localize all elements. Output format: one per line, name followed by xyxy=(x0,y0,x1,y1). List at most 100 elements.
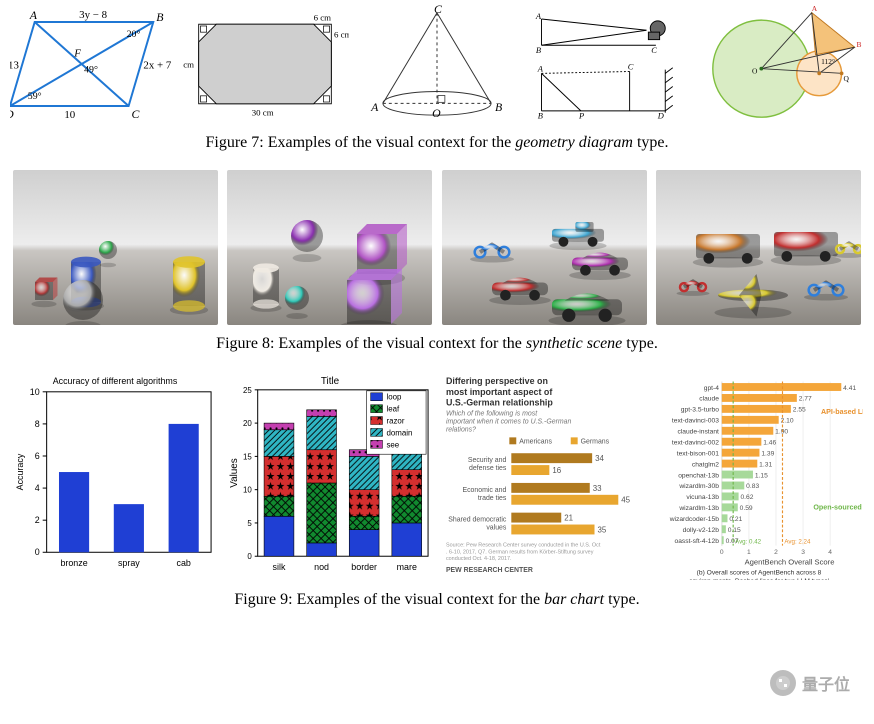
svg-text:B: B xyxy=(535,45,540,55)
fig8-cap-em: synthetic scene xyxy=(526,335,622,352)
svg-text:4: 4 xyxy=(35,483,40,493)
svg-text:4.41: 4.41 xyxy=(843,385,856,392)
figure-7-caption: Figure 7: Examples of the visual context… xyxy=(0,134,874,152)
svg-text:Avg: 0.42: Avg: 0.42 xyxy=(735,539,762,546)
svg-text:defense ties: defense ties xyxy=(469,465,507,472)
svg-text:15: 15 xyxy=(243,452,252,461)
svg-text:D: D xyxy=(656,110,663,120)
svg-text:P: P xyxy=(578,110,584,120)
svg-text:PEW RESEARCH CENTER: PEW RESEARCH CENTER xyxy=(446,567,533,574)
geom-cutcorners-rect: 6 cm 6 cm 20 cm 30 cm xyxy=(181,4,349,124)
svg-text:B: B xyxy=(857,40,862,49)
svg-text:2.77: 2.77 xyxy=(799,396,812,403)
figure-9-caption: Figure 9: Examples of the visual context… xyxy=(0,591,874,609)
svg-text:Differing perspective on: Differing perspective on xyxy=(446,376,548,386)
geom-projection: A B C A B P C D xyxy=(525,4,693,124)
svg-text:chatglm2: chatglm2 xyxy=(692,461,719,468)
vertex-d: D xyxy=(10,107,14,121)
svg-text:1.46: 1.46 xyxy=(763,439,776,446)
synthetic-scene-4 xyxy=(656,170,861,325)
svg-text:see: see xyxy=(386,440,399,449)
svg-text:1.15: 1.15 xyxy=(755,472,768,479)
svg-text:Economic and: Economic and xyxy=(463,487,507,494)
barchart-pew: Differing perspective on most important … xyxy=(440,371,648,581)
svg-text:21: 21 xyxy=(564,514,573,523)
svg-text:dolly-v2-12b: dolly-v2-12b xyxy=(682,527,719,534)
svg-text:4: 4 xyxy=(828,549,832,556)
edge-cd: 10 xyxy=(64,109,75,121)
svg-text:25: 25 xyxy=(243,386,252,395)
figure-7-row: A B C D F 3y − 8 2x + 7 10 13 20° 49° 59… xyxy=(0,4,874,124)
svg-text:1: 1 xyxy=(747,549,751,556)
vertex-c: C xyxy=(131,107,140,121)
svg-text:API-based LLMs: API-based LLMs xyxy=(821,408,863,416)
svg-text:text-davinci-002: text-davinci-002 xyxy=(672,439,719,446)
svg-text:Avg: 2.24: Avg: 2.24 xyxy=(784,539,811,546)
figure-9-row: Accuracy of different algorithms Accuracy… xyxy=(0,371,874,581)
vertex-a: A xyxy=(29,8,38,22)
figure-8-row xyxy=(0,170,874,325)
svg-text:C: C xyxy=(651,45,657,55)
svg-text:gpt-4: gpt-4 xyxy=(704,385,719,392)
synthetic-scene-1 xyxy=(13,170,218,325)
svg-text:mare: mare xyxy=(396,562,416,572)
svg-text:5: 5 xyxy=(247,519,252,528)
svg-text:claude: claude xyxy=(699,396,719,403)
svg-text:0: 0 xyxy=(35,547,40,557)
svg-text:wizardlm-13b: wizardlm-13b xyxy=(678,505,719,512)
vertex-b: B xyxy=(156,10,163,24)
svg-text:3: 3 xyxy=(801,549,805,556)
fig9-cap-em: bar chart xyxy=(544,591,604,608)
svg-text:A: A xyxy=(534,11,541,21)
svg-text:wizardcoder-15b: wizardcoder-15b xyxy=(668,516,719,523)
dim-bottom: 30 cm xyxy=(252,107,274,117)
svg-text:45: 45 xyxy=(622,496,631,505)
svg-text:10: 10 xyxy=(243,486,252,495)
svg-text:. 6-10, 2017, Q7. German resul: . 6-10, 2017, Q7. German results from Kö… xyxy=(446,549,594,555)
svg-text:33: 33 xyxy=(593,484,602,493)
svg-text:Open-sourced LLMs: Open-sourced LLMs xyxy=(813,503,863,511)
svg-text:0.15: 0.15 xyxy=(728,527,741,534)
svg-text:A: A xyxy=(812,5,818,13)
svg-text:Accuracy: Accuracy xyxy=(15,453,25,490)
barchart-stacked: TitleValues0510152025silknodbordermarelo… xyxy=(226,371,434,581)
figure-8-caption: Figure 8: Examples of the visual context… xyxy=(0,335,874,353)
svg-text:razor: razor xyxy=(386,417,404,426)
svg-text:Accuracy of different algorith: Accuracy of different algorithms xyxy=(53,376,178,386)
svg-text:vicuna-13b: vicuna-13b xyxy=(686,494,719,501)
svg-text:leaf: leaf xyxy=(386,405,400,414)
fig7-cap-suf: type. xyxy=(633,134,669,151)
svg-text:C: C xyxy=(627,62,633,72)
vertex-c: C xyxy=(434,5,442,16)
angle-112: 112° xyxy=(821,57,835,66)
svg-text:loop: loop xyxy=(386,393,402,402)
svg-text:35: 35 xyxy=(598,525,607,534)
watermark-text: 量子位 xyxy=(802,671,850,695)
svg-text:2.55: 2.55 xyxy=(793,407,806,414)
svg-text:1.31: 1.31 xyxy=(759,461,772,468)
svg-text:domain: domain xyxy=(386,428,412,437)
svg-text:important when it comes to U.S: important when it comes to U.S.-German xyxy=(446,419,572,426)
watermark-icon xyxy=(770,670,796,696)
center-f: F xyxy=(73,48,81,60)
svg-text:Source: Pew Research Center su: Source: Pew Research Center survey condu… xyxy=(446,542,601,548)
svg-text:AgentBench Overall Score: AgentBench Overall Score xyxy=(744,558,834,567)
vertex-a: A xyxy=(370,100,379,114)
watermark: 量子位 xyxy=(770,670,850,696)
edge-ab: 3y − 8 xyxy=(79,9,107,21)
svg-text:most important aspect of: most important aspect of xyxy=(446,387,552,397)
svg-text:Shared democratic: Shared democratic xyxy=(449,517,508,524)
fig8-cap-pre: Figure 8: Examples of the visual context… xyxy=(216,335,526,352)
dim-top: 6 cm xyxy=(314,13,332,23)
dim-left: 20 cm xyxy=(181,60,194,70)
svg-text:1.90: 1.90 xyxy=(775,429,788,436)
synthetic-scene-2 xyxy=(227,170,432,325)
svg-text:border: border xyxy=(351,562,377,572)
svg-text:Germans: Germans xyxy=(581,438,610,445)
svg-text:B: B xyxy=(537,110,542,120)
geom-parallelogram: A B C D F 3y − 8 2x + 7 10 13 20° 49° 59… xyxy=(10,4,178,124)
svg-text:34: 34 xyxy=(595,454,604,463)
svg-text:openchat-13b: openchat-13b xyxy=(678,472,719,479)
svg-text:0.62: 0.62 xyxy=(740,494,753,501)
dim-corner: 6 cm xyxy=(334,29,349,39)
